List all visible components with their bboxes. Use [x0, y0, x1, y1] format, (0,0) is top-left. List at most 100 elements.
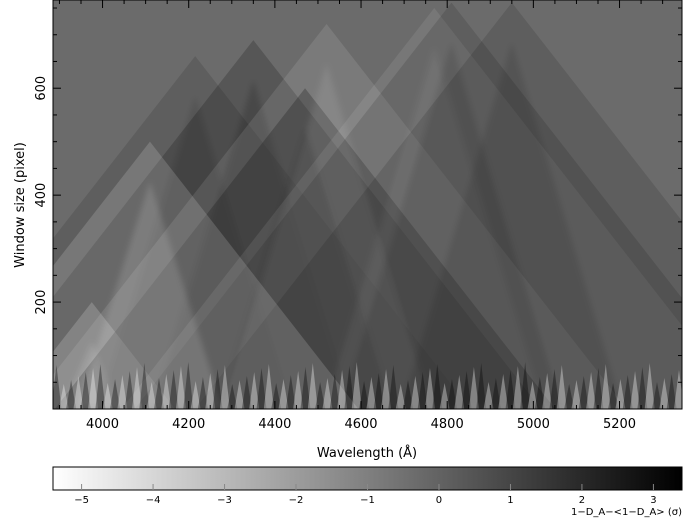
y-tick-label: 400	[34, 183, 49, 208]
colorbar-tick-label: 1	[507, 495, 513, 506]
heatmap-striation	[381, 369, 392, 409]
heatmap-striation	[520, 362, 531, 409]
heatmap-striation	[175, 366, 186, 409]
heatmap-striation	[344, 366, 355, 409]
heatmap-striation	[359, 381, 370, 409]
y-axis-ticks: 200 400 600	[34, 7, 682, 383]
heatmap-striation	[666, 374, 677, 409]
heatmap-striation	[73, 376, 84, 409]
heatmap-striation	[410, 376, 421, 409]
heatmap-striation	[608, 383, 619, 409]
heatmap-striation	[110, 379, 121, 409]
x-tick-label: 5000	[517, 417, 550, 432]
heatmap-striation	[300, 367, 311, 409]
heatmap-striation	[673, 370, 682, 409]
colorbar-tick-label: −3	[217, 495, 232, 506]
heatmap-striation	[490, 378, 501, 409]
colorbar-tick-label: −1	[360, 495, 375, 506]
heatmap-striation	[483, 382, 494, 409]
heatmap-striation	[476, 363, 487, 409]
colorbar-tick-label: −2	[289, 495, 304, 506]
heatmap-striation	[139, 363, 150, 409]
heatmap-striation	[468, 367, 479, 409]
colorbar-tick-label: 2	[579, 495, 585, 506]
heatmap-striation	[190, 381, 201, 409]
colorbar: −5 −4 −3 −2 −1 0 1 2 3 1−D_A−<1−D_A> (σ)	[52, 466, 683, 518]
heatmap-cone-core	[76, 181, 223, 409]
plot-frame	[52, 0, 683, 410]
colorbar-tick-label: 3	[650, 495, 656, 506]
heatmap-striation	[102, 383, 113, 409]
heatmap-striation	[578, 376, 589, 409]
heatmap-striation	[66, 380, 77, 409]
heatmap-striation	[285, 375, 296, 409]
heatmap-striation	[307, 363, 318, 409]
x-tick-label: 4000	[86, 417, 119, 432]
heatmap-striation	[337, 370, 348, 409]
heatmap-striation	[600, 364, 611, 409]
heatmap-striation	[95, 364, 106, 409]
x-tick-label: 4800	[431, 417, 464, 432]
heatmap-striation	[168, 370, 179, 409]
heatmap-striation	[395, 384, 406, 409]
heatmap-striation	[53, 365, 62, 409]
y-axis-label: Window size (pixel)	[13, 142, 28, 268]
heatmap-striation	[446, 379, 457, 409]
colorbar-tick-label: −4	[146, 495, 161, 506]
heatmap-striation	[659, 378, 670, 409]
heatmap-striation	[117, 375, 128, 409]
heatmap-striation	[205, 373, 216, 409]
x-tick-label: 4600	[344, 417, 377, 432]
heatmap-striation	[58, 384, 69, 409]
heatmap-striation	[212, 369, 223, 409]
heatmap-striation	[417, 372, 428, 409]
heatmap-striation	[512, 366, 523, 409]
heatmap-panel: 4000 4200 4400 4600 4800 5000 5200 200 400 600 W…	[13, 0, 683, 461]
heatmap-striation	[549, 369, 560, 409]
heatmap-striation	[424, 368, 435, 409]
y-tick-label: 600	[34, 76, 49, 101]
heatmap-striation	[366, 377, 377, 409]
heatmap-striation	[615, 379, 626, 409]
heatmap-striation	[234, 380, 245, 409]
heatmap-striation	[622, 375, 633, 409]
heatmap-striation	[88, 368, 99, 409]
heatmap-striation	[278, 379, 289, 409]
heatmap-striation	[593, 368, 604, 409]
heatmap-striation	[161, 374, 172, 409]
heatmap-striation	[146, 382, 157, 409]
heatmap-striation	[249, 372, 260, 409]
heatmap-striation	[256, 368, 267, 409]
heatmap-striation	[534, 377, 545, 409]
colorbar-tick-label: 0	[436, 495, 442, 506]
heatmap-striation	[124, 371, 135, 409]
colorbar-tick-label: −5	[74, 495, 89, 506]
heatmap-striation	[630, 371, 641, 409]
colorbar-label: 1−D_A−<1−D_A> (σ)	[571, 507, 682, 518]
heatmap-striation	[132, 367, 143, 409]
x-tick-label: 4400	[258, 417, 291, 432]
heatmap-striation	[80, 372, 91, 409]
heatmap-striation	[556, 365, 567, 409]
heatmap-striation	[373, 373, 384, 409]
heatmap-striation	[388, 365, 399, 409]
heatmap-striation	[505, 370, 516, 409]
heatmap-striation	[293, 371, 304, 409]
heatmap-striation	[461, 371, 472, 409]
heatmap-striation	[498, 374, 509, 409]
heatmap-striation	[219, 365, 230, 409]
y-tick-label: 200	[34, 290, 49, 315]
x-axis-ticks: 4000 4200 4400 4600 4800 5000 5200	[58, 0, 664, 432]
heatmap-striation	[644, 363, 655, 409]
heatmap-striation	[271, 383, 282, 409]
heatmap-striation	[351, 362, 362, 409]
heatmap-striation	[197, 377, 208, 409]
heatmap-striation	[454, 375, 465, 409]
heatmap-striation	[564, 384, 575, 409]
x-tick-label: 4200	[172, 417, 205, 432]
heatmap-striation	[322, 378, 333, 409]
heatmap-cone-core	[400, 42, 623, 409]
x-tick-label: 5200	[603, 417, 636, 432]
heatmap-striation	[637, 367, 648, 409]
